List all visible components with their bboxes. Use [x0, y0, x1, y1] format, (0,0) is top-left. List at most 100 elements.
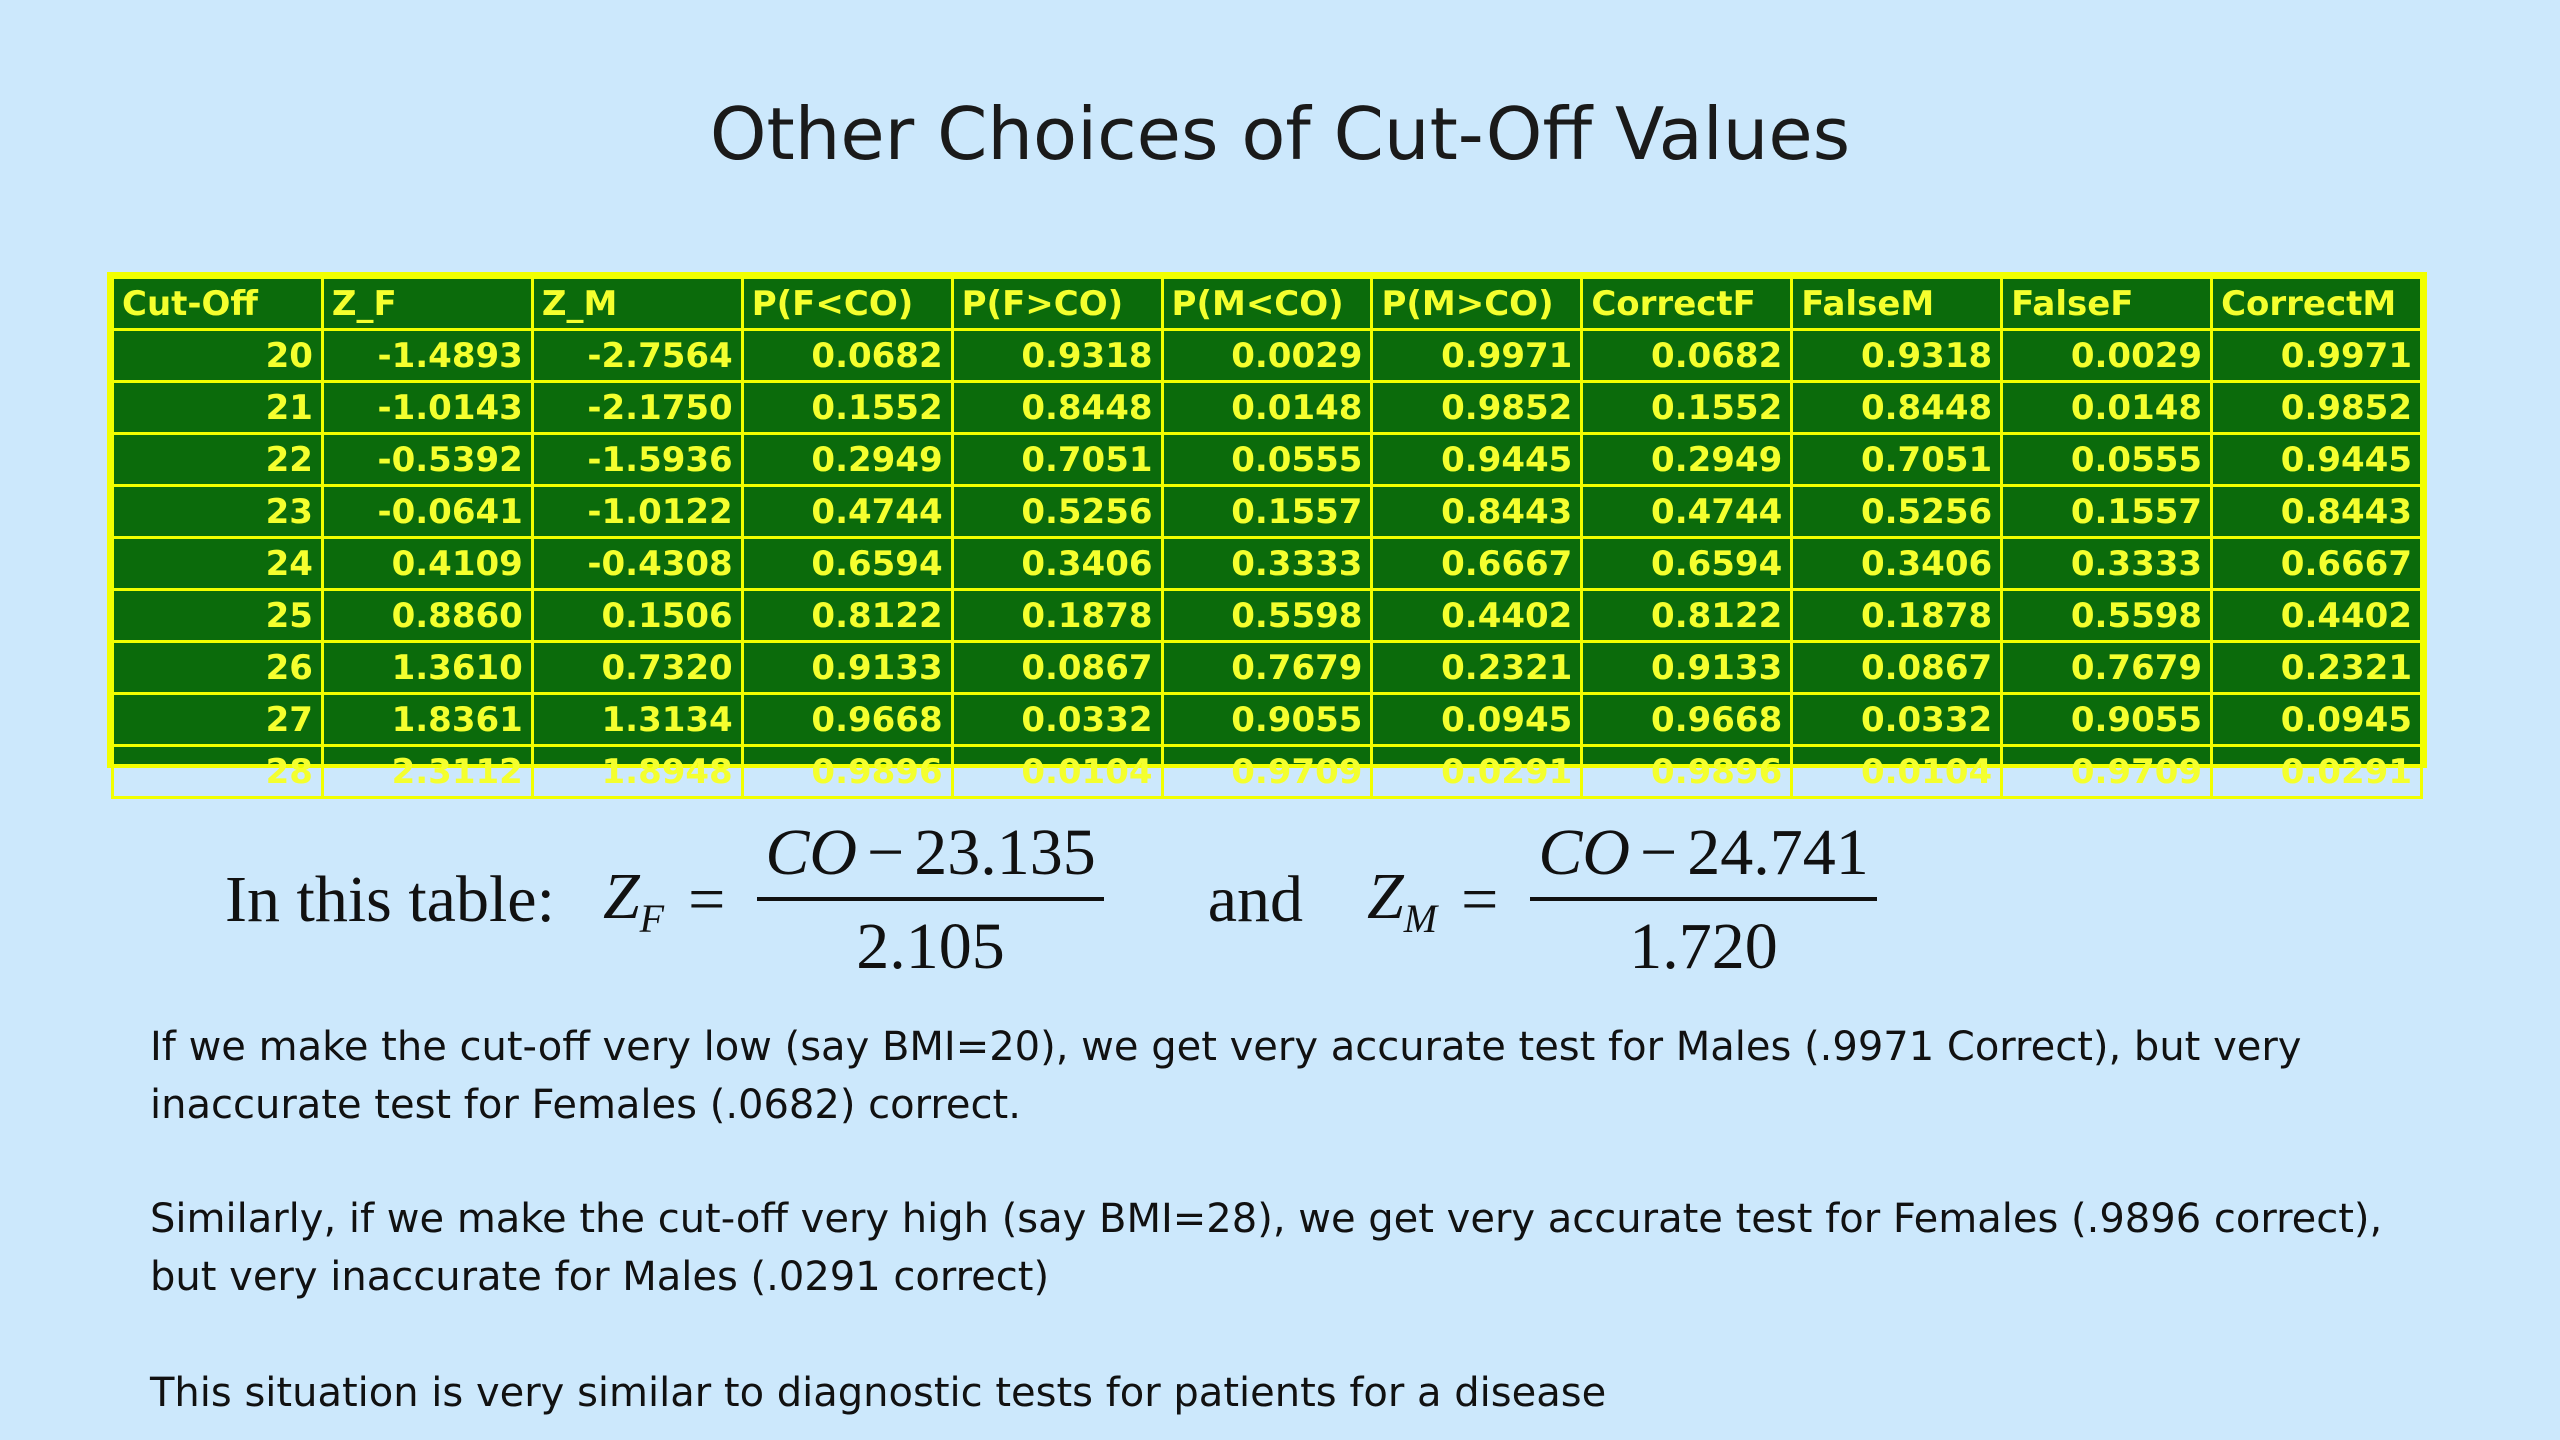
table-cell: 0.7679 — [2000, 640, 2214, 695]
table-cell: 0.4402 — [2210, 588, 2423, 643]
table-cell: 0.0148 — [1160, 380, 1374, 435]
header-cut-off: Cut-Off — [111, 276, 324, 331]
table-cell: 0.6667 — [1370, 536, 1584, 591]
zm-numerator: CO −24.741 — [1530, 815, 1877, 901]
header-false-f: FalseF — [2000, 276, 2214, 331]
table-cell: 0.9709 — [1160, 744, 1374, 799]
table-cell: 26 — [111, 640, 324, 695]
table-cell: 0.8448 — [950, 380, 1164, 435]
paragraph-diagnostic: This situation is very similar to diagno… — [150, 1370, 1607, 1416]
header-p-f-lt-co: P(F<CO) — [740, 276, 954, 331]
header-false-m: FalseM — [1790, 276, 2004, 331]
table-cell: 24 — [111, 536, 324, 591]
table-cell: 0.9668 — [1580, 692, 1794, 747]
zm-letter: Z — [1367, 859, 1404, 933]
table-cell: -1.0143 — [320, 380, 534, 435]
table-row: 22 -0.5392 -1.5936 0.2949 0.7051 0.0555 0.9445… — [111, 432, 2423, 487]
header-correct-m: CorrectM — [2210, 276, 2423, 331]
zm-subscript: M — [1403, 895, 1438, 941]
z-score-formula: In this table: ZF = CO −23.135 2.105 and … — [225, 816, 1885, 983]
table-cell: 23 — [111, 484, 324, 539]
table-cell: 0.7679 — [1160, 640, 1374, 695]
table-cell: 0.3333 — [1160, 536, 1374, 591]
table-cell: 2.3112 — [320, 744, 534, 799]
header-correct-f: CorrectF — [1580, 276, 1794, 331]
paragraph-low-cutoff: If we make the cut-off very low (say BMI… — [150, 1024, 2302, 1128]
table-cell: 0.1506 — [530, 588, 744, 643]
header-p-m-lt-co: P(M<CO) — [1160, 276, 1374, 331]
table-cell: 1.8948 — [530, 744, 744, 799]
header-z-f: Z_F — [320, 276, 534, 331]
table-cell: 25 — [111, 588, 324, 643]
formula-lead-text: In this table: — [225, 863, 555, 936]
table-cell: -0.5392 — [320, 432, 534, 487]
table-row: 21 -1.0143 -2.1750 0.1552 0.8448 0.0148 0.9852… — [111, 380, 2423, 435]
table-cell: 0.9971 — [2210, 328, 2423, 383]
header-p-m-gt-co: P(M>CO) — [1370, 276, 1584, 331]
table-cell: 0.3406 — [1790, 536, 2004, 591]
table-row: 23 -0.0641 -1.0122 0.4744 0.5256 0.1557 0.8443… — [111, 484, 2423, 539]
table-cell: 0.0332 — [1790, 692, 2004, 747]
zm-num-var: CO — [1538, 816, 1631, 889]
table-cell: 0.0332 — [950, 692, 1164, 747]
table-cell: 0.8448 — [1790, 380, 2004, 435]
table-row: 20 -1.4893 -2.7564 0.0682 0.9318 0.0029 0.9971… — [111, 328, 2423, 383]
table-cell: -1.4893 — [320, 328, 534, 383]
table-cell: 0.9133 — [1580, 640, 1794, 695]
table-cell: 0.6667 — [2210, 536, 2423, 591]
table-cell: 0.0867 — [950, 640, 1164, 695]
zf-denominator: 2.105 — [856, 910, 1005, 983]
table-cell: 0.0555 — [2000, 432, 2214, 487]
zm-num-const: 24.741 — [1687, 816, 1869, 889]
table-cell: -0.0641 — [320, 484, 534, 539]
table-row: 26 1.3610 0.7320 0.9133 0.0867 0.7679 0.2321 0.… — [111, 640, 2423, 695]
cutoff-table: Cut-Off Z_F Z_M P(F<CO) P(F>CO) P(M<CO) … — [111, 276, 2423, 799]
table-cell: 0.2949 — [1580, 432, 1794, 487]
table-cell: 0.7051 — [950, 432, 1164, 487]
header-p-f-gt-co: P(F>CO) — [950, 276, 1164, 331]
table-cell: 27 — [111, 692, 324, 747]
table-cell: 0.4744 — [1580, 484, 1794, 539]
table-cell: 0.2321 — [1370, 640, 1584, 695]
zf-variable: ZF — [603, 859, 664, 942]
table-cell: 0.1552 — [1580, 380, 1794, 435]
table-cell: 0.5256 — [950, 484, 1164, 539]
zf-numerator: CO −23.135 — [757, 815, 1104, 901]
table-header-row: Cut-Off Z_F Z_M P(F<CO) P(F>CO) P(M<CO) … — [111, 276, 2423, 331]
zm-fraction: CO −24.741 1.720 — [1530, 815, 1877, 985]
table-cell: 0.3406 — [950, 536, 1164, 591]
paragraph-high-cutoff: Similarly, if we make the cut-off very h… — [150, 1196, 2383, 1300]
table-row: 28 2.3112 1.8948 0.9896 0.0104 0.9709 0.0291 0.… — [111, 744, 2423, 799]
table-cell: 0.1557 — [1160, 484, 1374, 539]
header-z-m: Z_M — [530, 276, 744, 331]
table-cell: 0.1552 — [740, 380, 954, 435]
table-cell: 0.0555 — [1160, 432, 1374, 487]
zf-subscript: F — [639, 895, 665, 941]
cutoff-table-container: Cut-Off Z_F Z_M P(F<CO) P(F>CO) P(M<CO) … — [107, 272, 2427, 799]
table-cell: 0.8860 — [320, 588, 534, 643]
table-cell: 0.2949 — [740, 432, 954, 487]
table-cell: 0.0029 — [1160, 328, 1374, 383]
table-cell: 0.5598 — [2000, 588, 2214, 643]
table-cell: 0.7320 — [530, 640, 744, 695]
table-cell: 0.0867 — [1790, 640, 2004, 695]
table-cell: 0.9852 — [2210, 380, 2423, 435]
table-cell: 0.8443 — [1370, 484, 1584, 539]
zf-num-const: 23.135 — [914, 816, 1096, 889]
table-cell: 0.0148 — [2000, 380, 2214, 435]
table-cell: 21 — [111, 380, 324, 435]
zm-minus: − — [1640, 816, 1678, 889]
table-cell: 0.0104 — [1790, 744, 2004, 799]
table-cell: 0.4744 — [740, 484, 954, 539]
zf-fraction: CO −23.135 2.105 — [757, 815, 1104, 985]
zf-num-var: CO — [765, 816, 858, 889]
table-cell: 0.0945 — [1370, 692, 1584, 747]
table-cell: 0.1878 — [1790, 588, 2004, 643]
table-cell: 0.0682 — [1580, 328, 1794, 383]
zf-minus: − — [867, 816, 905, 889]
table-body: 20 -1.4893 -2.7564 0.0682 0.9318 0.0029 0.9971… — [111, 328, 2423, 799]
table-cell: 0.3333 — [2000, 536, 2214, 591]
zm-variable: ZM — [1367, 859, 1437, 942]
table-row: 25 0.8860 0.1506 0.8122 0.1878 0.5598 0.4402 0.… — [111, 588, 2423, 643]
table-cell: 0.6594 — [740, 536, 954, 591]
